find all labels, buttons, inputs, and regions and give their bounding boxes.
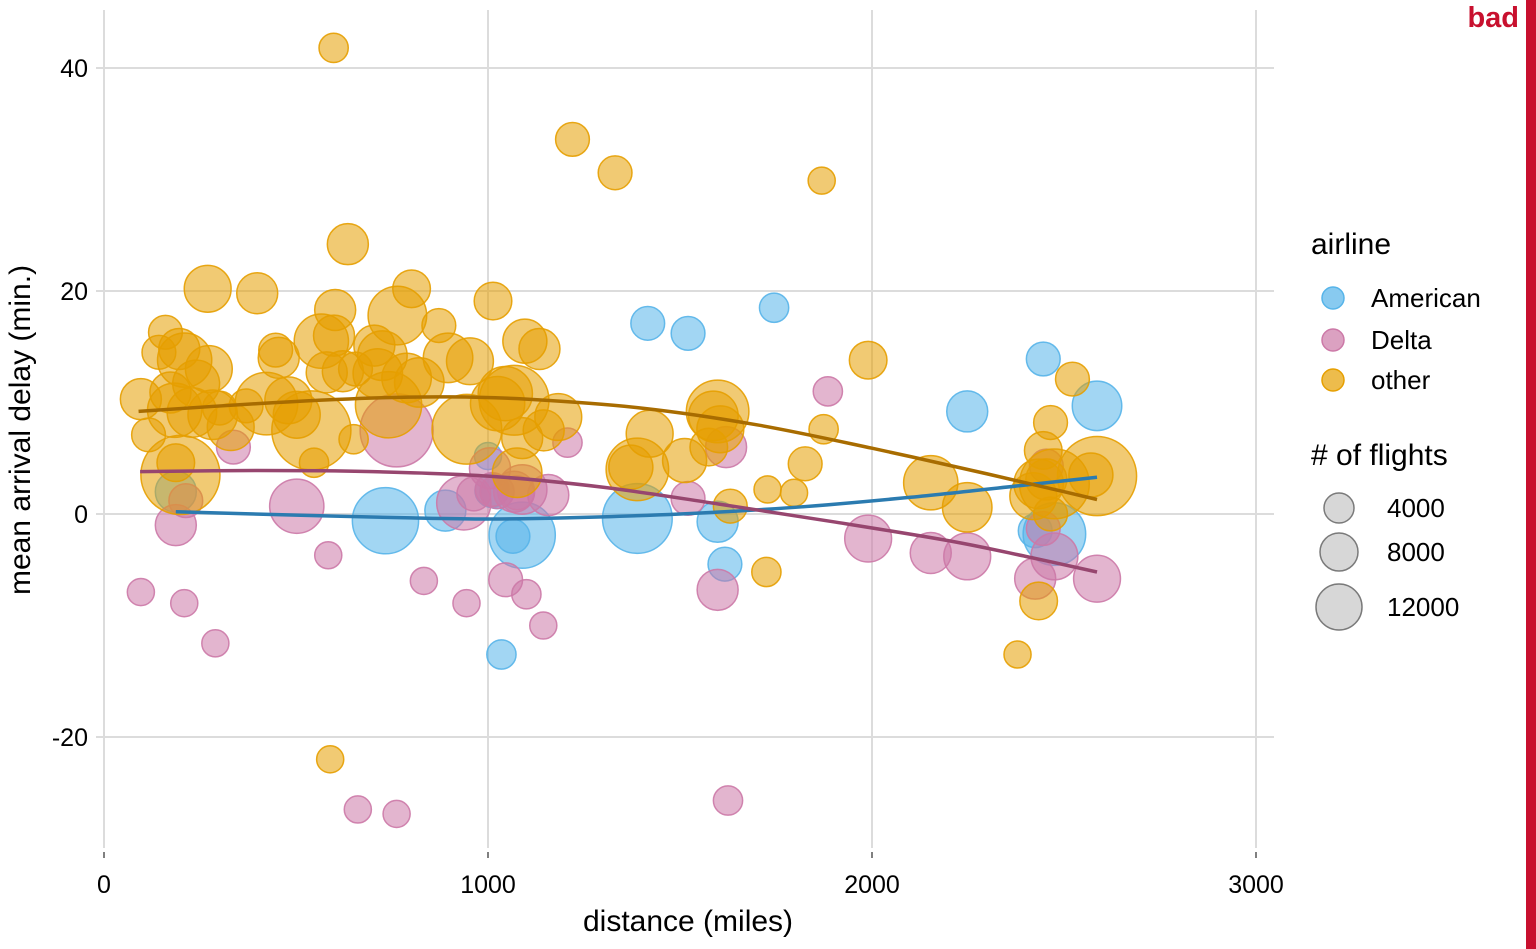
- point-other: [337, 351, 374, 387]
- point-other: [298, 447, 330, 479]
- point-other: [318, 32, 350, 64]
- point-other: [779, 478, 809, 508]
- point-other: [235, 271, 279, 315]
- point-delta: [126, 577, 156, 607]
- point-other: [608, 444, 654, 490]
- point-delta: [528, 611, 558, 640]
- point-other: [597, 155, 633, 191]
- legend-size-label: 4000: [1387, 493, 1445, 523]
- x-tick-label: 0: [97, 871, 111, 899]
- point-delta: [382, 799, 411, 829]
- point-american: [670, 315, 706, 352]
- point-other: [272, 390, 321, 439]
- legend-size-label: 8000: [1387, 537, 1445, 567]
- point-other: [1032, 496, 1069, 532]
- y-axis-title: mean arrival delay (min.): [4, 265, 37, 595]
- trend-layer: [138, 395, 1098, 574]
- trend-line-delta: [140, 468, 1098, 574]
- point-other: [518, 327, 561, 371]
- trend-line-other: [138, 395, 1098, 502]
- axis-layer: 0 1000 2000 3000 -20 0 20 40: [52, 55, 1284, 899]
- point-other: [258, 332, 294, 368]
- point-american: [758, 292, 790, 324]
- legend-size-key: [1315, 583, 1363, 631]
- point-other: [130, 417, 167, 453]
- point-other: [1054, 361, 1091, 397]
- point-delta: [343, 795, 373, 824]
- legend-label-other: other: [1371, 365, 1431, 395]
- x-tick-label: 3000: [1228, 871, 1284, 899]
- legend-size-key: [1323, 492, 1355, 524]
- y-tick-label: 40: [60, 55, 88, 83]
- point-other: [392, 269, 432, 309]
- point-other: [941, 481, 993, 533]
- point-delta: [511, 578, 542, 610]
- point-delta: [812, 375, 844, 407]
- legend-size-label: 12000: [1387, 592, 1459, 622]
- point-other: [473, 281, 513, 321]
- bad-badge: bad: [1467, 2, 1519, 34]
- y-tick-label: -20: [52, 724, 88, 752]
- point-delta: [169, 588, 199, 618]
- point-other: [156, 443, 196, 483]
- point-delta: [1072, 554, 1122, 603]
- legend-size-title: # of flights: [1311, 439, 1448, 472]
- point-other: [848, 340, 888, 380]
- legend-key-delta: [1321, 328, 1345, 352]
- point-other: [1019, 581, 1059, 621]
- point-delta: [409, 566, 439, 596]
- point-other: [787, 446, 823, 482]
- legend-label-american: American: [1371, 283, 1481, 313]
- point-other: [338, 423, 369, 455]
- x-axis-title: distance (miles): [583, 905, 793, 938]
- point-delta: [201, 629, 230, 658]
- point-delta: [696, 568, 739, 612]
- point-delta: [313, 540, 343, 570]
- x-tick-label: 1000: [460, 871, 516, 899]
- legend-key-other: [1321, 368, 1345, 392]
- point-american: [1071, 380, 1123, 432]
- point-other: [522, 409, 565, 452]
- point-other: [326, 222, 370, 266]
- y-tick-label: 0: [74, 501, 88, 529]
- point-american: [1025, 341, 1061, 377]
- point-delta: [268, 478, 325, 535]
- point-other: [751, 556, 782, 588]
- point-american: [495, 518, 531, 554]
- legend-size-key: [1319, 532, 1359, 572]
- point-other: [149, 371, 192, 414]
- point-other: [689, 427, 729, 467]
- point-american: [486, 639, 517, 670]
- point-other: [1003, 640, 1032, 669]
- point-delta: [712, 785, 744, 816]
- point-other: [421, 307, 457, 344]
- point-other: [753, 475, 782, 504]
- y-tick-label: 20: [60, 278, 88, 306]
- points-layer: [119, 32, 1138, 829]
- x-tick-label: 2000: [844, 871, 900, 899]
- point-american: [630, 305, 666, 341]
- point-other: [554, 121, 591, 158]
- legend-key-american: [1321, 286, 1345, 310]
- point-delta: [843, 514, 893, 563]
- point-delta: [909, 531, 953, 575]
- point-other: [313, 288, 357, 332]
- legend: airline # of flights American Delta other 4…: [1311, 228, 1481, 631]
- point-other: [315, 744, 345, 774]
- point-delta: [452, 588, 481, 618]
- trend-line-american: [175, 475, 1098, 521]
- legend-color-title: airline: [1311, 228, 1391, 261]
- bad-badge-bar: [1526, 0, 1536, 949]
- point-other: [1032, 404, 1069, 441]
- point-other: [183, 264, 232, 313]
- point-other: [1068, 452, 1114, 498]
- point-other: [807, 166, 836, 195]
- point-other: [147, 314, 184, 350]
- legend-label-delta: Delta: [1371, 325, 1432, 355]
- point-american: [351, 486, 420, 555]
- point-other: [477, 365, 534, 422]
- point-other: [445, 337, 495, 386]
- point-american: [945, 390, 989, 433]
